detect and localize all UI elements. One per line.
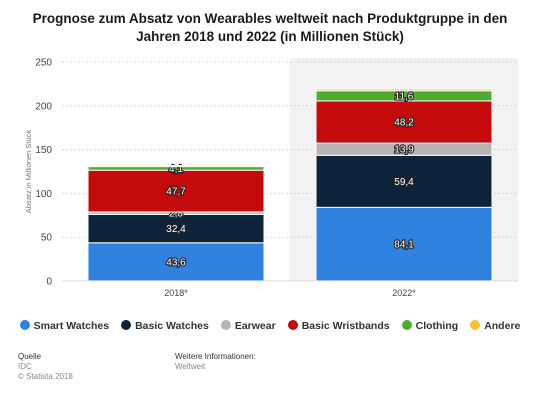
y-tick-label: 150 bbox=[35, 145, 52, 156]
data-label: 13,9 bbox=[394, 145, 414, 156]
info-value: Weltweit bbox=[175, 362, 206, 371]
bar-segment bbox=[87, 164, 265, 168]
legend-item[interactable]: Smart Watches bbox=[19, 320, 110, 332]
legend-dot-icon bbox=[220, 320, 231, 330]
y-axis-label: Absatz in Millionen Stück bbox=[24, 130, 33, 214]
y-tick-label: 50 bbox=[41, 233, 53, 244]
bar-segment bbox=[87, 242, 265, 282]
data-label: 84,1 bbox=[394, 240, 414, 251]
legend-label: Basic Watches bbox=[135, 320, 209, 332]
bar-segment bbox=[315, 88, 493, 92]
bar-segment bbox=[87, 213, 265, 244]
y-tick-label: 250 bbox=[35, 58, 52, 69]
bar-segment bbox=[87, 169, 265, 213]
source-block: Quelle IDC © Statista 2018 bbox=[18, 352, 73, 382]
legend-label: Basic Wristbands bbox=[301, 320, 390, 332]
data-label: 59,4 bbox=[394, 177, 414, 188]
legend-label: Smart Watches bbox=[33, 320, 110, 332]
x-tick-label: 2022* bbox=[392, 288, 416, 298]
y-tick-label: 200 bbox=[35, 101, 52, 112]
data-label: 43,6 bbox=[166, 257, 186, 268]
legend-label: Andere bbox=[484, 320, 521, 332]
legend-label: Earwear bbox=[234, 320, 276, 332]
y-tick-label: 100 bbox=[35, 189, 52, 200]
data-label: 47,7 bbox=[166, 187, 186, 198]
legend-dot-icon bbox=[121, 320, 132, 330]
x-tick-label: 2018* bbox=[164, 288, 188, 298]
legend-dot-icon bbox=[287, 320, 298, 330]
data-label: 32,4 bbox=[166, 224, 186, 235]
legend-item[interactable]: Basic Wristbands bbox=[287, 320, 390, 332]
legend-label: Clothing bbox=[415, 320, 459, 332]
data-label: 48,2 bbox=[394, 118, 414, 129]
legend-item[interactable]: Basic Watches bbox=[121, 320, 209, 332]
data-label: 11,6 bbox=[395, 91, 414, 102]
info-block: Weitere Informationen: Weltweit bbox=[175, 352, 256, 372]
legend-item[interactable]: Clothing bbox=[401, 320, 459, 332]
legend-item[interactable]: Earwear bbox=[220, 320, 276, 332]
legend-dot-icon bbox=[470, 320, 481, 330]
stacked-bar-chart: 0 50 100 150 200 250 Absatz in Millionen Stück… bbox=[24, 58, 518, 298]
source-value[interactable]: IDC bbox=[18, 362, 32, 371]
copyright-text: © Statista 2018 bbox=[18, 372, 73, 381]
legend-dot-icon bbox=[401, 320, 412, 330]
bar-segment bbox=[315, 100, 493, 144]
legend-item[interactable]: Andere bbox=[470, 320, 520, 332]
legend-dot-icon bbox=[19, 320, 30, 330]
source-label: Quelle bbox=[18, 352, 42, 361]
chart-title: Prognose zum Absatz von Wearables weltwe… bbox=[32, 11, 508, 44]
info-label: Weitere Informationen: bbox=[175, 352, 256, 361]
chart-legend: Smart Watches Basic Watches Earwear Basic W… bbox=[0, 320, 540, 332]
y-tick-label: 0 bbox=[46, 277, 52, 288]
